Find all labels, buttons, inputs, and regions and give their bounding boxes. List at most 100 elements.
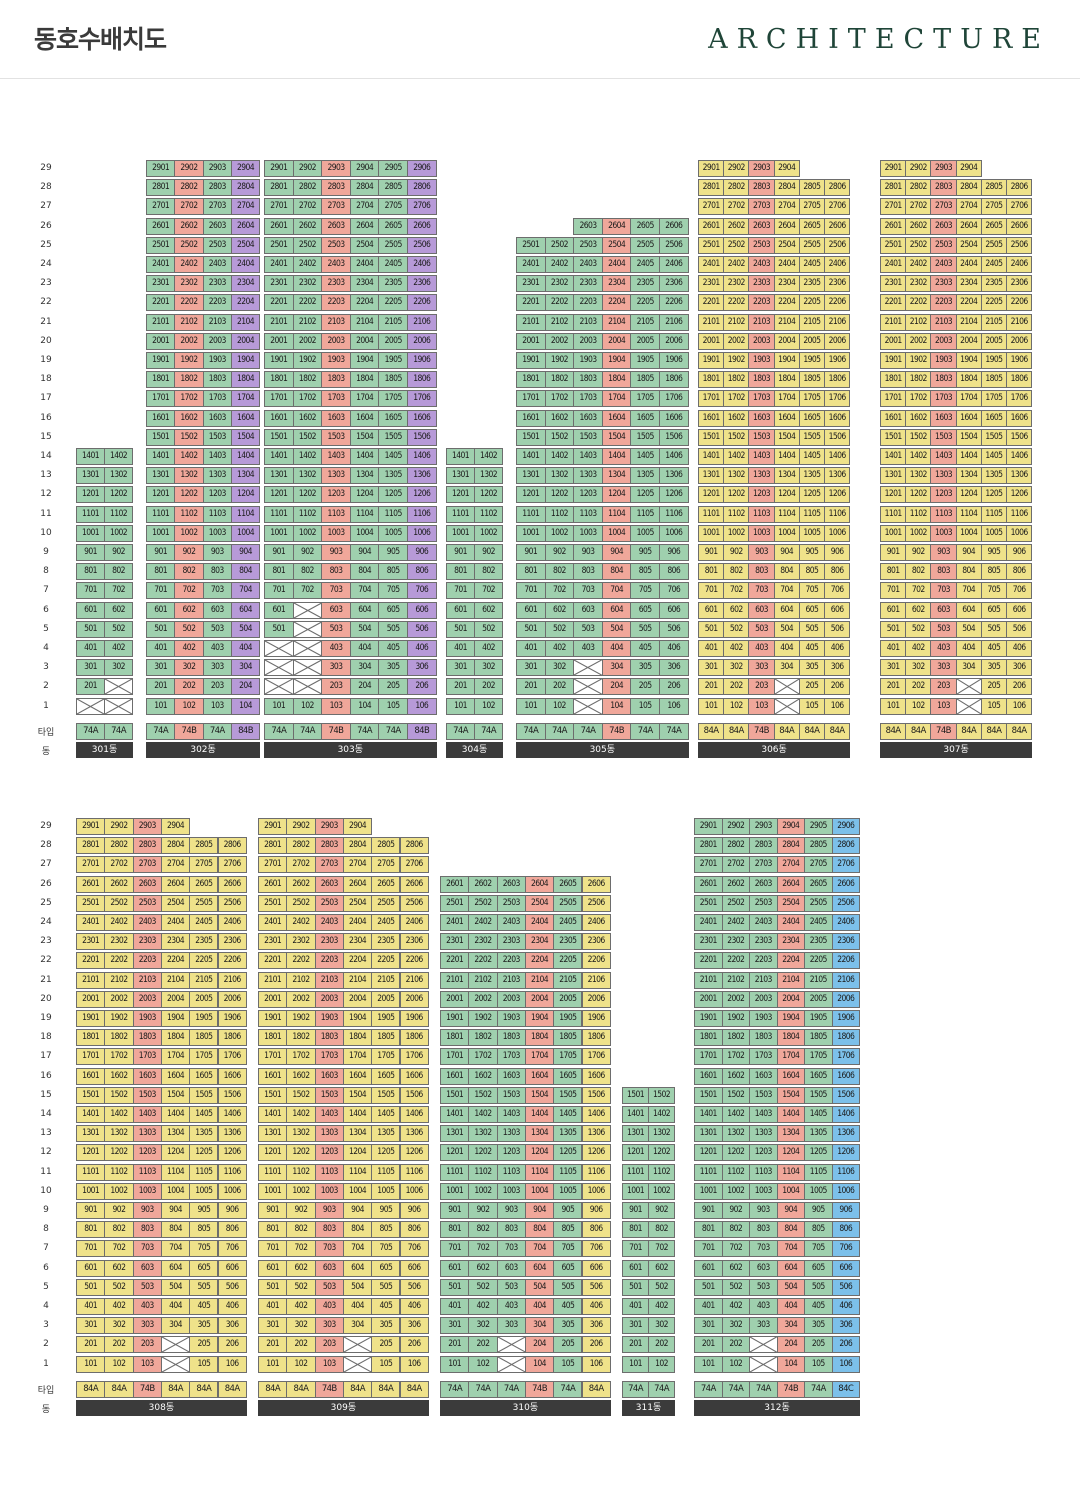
unit-cell: 901 — [694, 1202, 723, 1219]
unit-cell: 702 — [286, 1240, 316, 1258]
unit-type-label: 74A — [264, 722, 294, 740]
unit-cell: 802 — [174, 563, 204, 581]
unit-cell: 2701 — [264, 198, 294, 216]
unit-cell: 606 — [1006, 601, 1033, 619]
unit-cell: 2304 — [160, 933, 191, 951]
unit-cell: 1006 — [407, 524, 437, 542]
unit-cell: 302 — [468, 1317, 498, 1335]
unit-cell: 501 — [446, 620, 475, 638]
unit-cell: 504 — [230, 620, 261, 638]
unit-cell: 206 — [1006, 678, 1033, 696]
unit-cell: 1202 — [104, 1144, 134, 1162]
unit-cell: 1802 — [286, 1029, 316, 1047]
unit-cell: 205 — [371, 1336, 401, 1354]
unit-type-label: 84A — [773, 722, 800, 740]
unit-cell: 1804 — [230, 371, 261, 389]
unit-cell: 706 — [1006, 582, 1033, 600]
unit-cell: 1102 — [286, 1163, 316, 1181]
unit-cell: 1803 — [930, 371, 957, 389]
unit-cell: 302 — [648, 1317, 675, 1335]
unit-cell: 1406 — [1006, 448, 1033, 465]
unit-cell: 2402 — [544, 256, 575, 273]
unit-cell: 501 — [698, 620, 725, 638]
unit-cell: 1403 — [314, 1106, 344, 1123]
unit-cell: 1605 — [189, 1067, 219, 1085]
unit-cell: 2704 — [349, 198, 380, 216]
empty-unit-cell — [342, 1336, 373, 1354]
unit-cell: 1001 — [146, 524, 176, 542]
unit-cell: 1403 — [748, 448, 775, 465]
unit-cell: 1601 — [76, 1067, 106, 1085]
unit-cell: 602 — [474, 601, 503, 619]
unit-cell: 1705 — [630, 390, 660, 408]
unit-cell: 1002 — [474, 524, 503, 542]
unit-cell: 2204 — [160, 952, 191, 970]
unit-cell: 1101 — [146, 505, 176, 523]
unit-cell: 2004 — [160, 990, 191, 1008]
unit-cell: 206 — [659, 678, 689, 696]
unit-cell: 505 — [804, 1278, 833, 1296]
unit-cell: 2602 — [721, 875, 750, 893]
unit-cell: 1604 — [342, 1067, 373, 1085]
unit-cell: 2903 — [749, 818, 778, 835]
unit-cell: 1803 — [573, 371, 603, 389]
building-name-label: 309동 — [258, 1399, 429, 1416]
unit-cell: 1001 — [880, 524, 907, 542]
unit-cell: 803 — [749, 1221, 778, 1239]
unit-cell: 2305 — [980, 275, 1007, 293]
unit-cell: 1801 — [76, 1029, 106, 1047]
unit-cell: 2502 — [468, 894, 498, 912]
unit-cell: 2701 — [146, 198, 176, 216]
unit-cell: 2902 — [104, 818, 134, 835]
unit-cell: 2601 — [146, 217, 176, 235]
unit-cell: 603 — [748, 601, 775, 619]
unit-cell: 2505 — [798, 236, 825, 254]
unit-cell: 305 — [189, 1317, 219, 1335]
unit-cell: 1001 — [76, 1182, 106, 1200]
unit-cell: 2601 — [880, 217, 907, 235]
unit-cell: 902 — [292, 544, 323, 561]
unit-cell: 201 — [76, 1336, 106, 1354]
unit-cell: 2004 — [776, 990, 805, 1008]
unit-cell: 1005 — [371, 1182, 401, 1200]
unit-cell: 2201 — [516, 294, 546, 312]
unit-cell: 703 — [496, 1240, 526, 1258]
unit-cell: 1301 — [258, 1125, 288, 1143]
unit-cell: 1606 — [407, 409, 437, 427]
unit-cell: 903 — [321, 544, 351, 561]
unit-cell: 701 — [516, 582, 546, 600]
unit-cell: 405 — [553, 1298, 583, 1315]
unit-cell: 401 — [440, 1298, 470, 1315]
unit-cell: 1303 — [202, 467, 232, 485]
unit-cell: 2305 — [553, 933, 583, 951]
unit-cell: 1604 — [524, 1067, 555, 1085]
unit-cell: 1304 — [349, 467, 380, 485]
unit-cell: 803 — [573, 563, 603, 581]
unit-cell: 2202 — [905, 294, 932, 312]
unit-cell: 1305 — [798, 467, 825, 485]
unit-cell: 2105 — [980, 313, 1007, 331]
unit-cell: 502 — [286, 1278, 316, 1296]
empty-unit-cell — [749, 1336, 778, 1354]
unit-cell: 1202 — [468, 1144, 498, 1162]
unit-cell: 1203 — [930, 486, 957, 504]
unit-cell: 1002 — [721, 1182, 750, 1200]
unit-cell: 2803 — [202, 179, 232, 197]
unit-cell: 1106 — [217, 1163, 247, 1181]
unit-cell: 1506 — [217, 1086, 247, 1104]
unit-cell: 1003 — [930, 524, 957, 542]
unit-cell: 1202 — [544, 486, 575, 504]
unit-type-label: 74A — [749, 1380, 778, 1398]
unit-cell: 1403 — [930, 448, 957, 465]
unit-cell: 1602 — [468, 1067, 498, 1085]
unit-cell: 2006 — [407, 332, 437, 350]
unit-type-label: 74A — [544, 722, 575, 740]
unit-cell: 1205 — [189, 1144, 219, 1162]
unit-cell: 1401 — [146, 448, 176, 465]
building-name-label: 303동 — [264, 741, 437, 758]
unit-cell: 702 — [174, 582, 204, 600]
unit-cell: 603 — [202, 601, 232, 619]
unit-cell: 1801 — [880, 371, 907, 389]
unit-cell: 1603 — [321, 409, 351, 427]
unit-cell: 2205 — [798, 294, 825, 312]
